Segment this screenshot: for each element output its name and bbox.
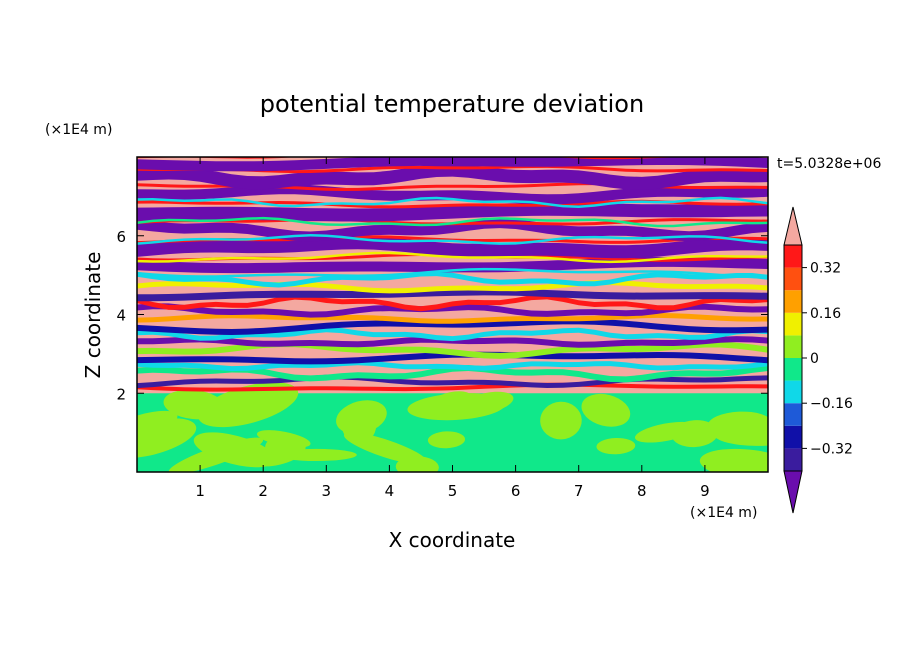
- colorbar-swatch: [784, 358, 802, 381]
- x-tick-label: 3: [322, 482, 332, 500]
- field-patch: [713, 419, 768, 446]
- field-patch: [198, 382, 299, 428]
- field-patch: [163, 389, 225, 420]
- chart-title: potential temperature deviation: [260, 90, 644, 118]
- field-band: [137, 202, 768, 222]
- field-band: [137, 196, 768, 208]
- colorbar-swatch: [784, 425, 802, 449]
- time-label: t=5.0328e+06: [777, 156, 881, 172]
- field-patch: [427, 431, 466, 449]
- x-tick-label: 4: [385, 482, 395, 500]
- colorbar: 0.32 0.16 0 −0.16 −0.32: [783, 206, 853, 514]
- x-tick-label: 8: [637, 482, 647, 500]
- field-band: [137, 267, 768, 279]
- x-tick-label: 5: [448, 482, 458, 500]
- field-band: [137, 236, 768, 259]
- x-tick-label: 2: [258, 482, 268, 500]
- colorbar-label: 0: [810, 351, 819, 367]
- field-patch: [424, 391, 474, 419]
- colorbar-swatch: [784, 290, 802, 313]
- field-band: [137, 336, 768, 348]
- field-patch: [581, 393, 631, 427]
- x-tick-label: 7: [574, 482, 584, 500]
- y-axis-title: Z coordinate: [81, 252, 105, 379]
- x-tick-label: 9: [700, 482, 710, 500]
- field-patch: [262, 450, 302, 467]
- colorbar-label: 0.32: [810, 261, 841, 277]
- colorbar-swatch: [784, 267, 802, 291]
- colorbar-swatch: [784, 335, 802, 358]
- y-tick-label: 2: [116, 385, 126, 403]
- field-band: [137, 303, 768, 318]
- y-tick-label: 4: [116, 307, 126, 325]
- colorbar-swatch: [784, 380, 802, 404]
- x-tick-label: 1: [195, 482, 205, 500]
- field-patch: [137, 418, 197, 459]
- colorbar-swatch: [784, 403, 802, 426]
- field-band: [137, 351, 768, 365]
- field-band: [137, 288, 768, 302]
- x-axis-unit: (×1E4 m): [690, 505, 757, 521]
- y-axis-unit: (×1E4 m): [45, 122, 112, 138]
- field-patch: [540, 401, 582, 440]
- x-axis-ticks: 1 2 3 4 5 6 7 8 9: [195, 157, 710, 500]
- field-patch: [596, 437, 636, 455]
- field-band: [137, 163, 768, 190]
- field-band: [137, 365, 768, 383]
- field-band: [137, 234, 768, 245]
- colorbar-over-arrow: [783, 206, 803, 246]
- field-band: [137, 327, 768, 342]
- field-patch: [343, 432, 427, 465]
- field-band: [137, 251, 768, 264]
- contour-field: [137, 157, 768, 472]
- field-patch: [257, 430, 311, 448]
- colorbar-swatch: [784, 312, 802, 336]
- field-patch: [634, 421, 698, 443]
- colorbar-under-arrow: [783, 470, 803, 514]
- field-band: [137, 318, 768, 335]
- field-band: [137, 157, 768, 172]
- y-tick-label: 6: [116, 228, 126, 246]
- colorbar-swatch: [784, 448, 802, 471]
- colorbar-label: −0.32: [810, 441, 853, 457]
- field-band: [137, 184, 768, 205]
- field-band: [137, 199, 768, 209]
- field-patch: [460, 391, 514, 415]
- field-band: [137, 382, 768, 392]
- x-axis-title: X coordinate: [389, 528, 516, 552]
- colorbar-label: −0.16: [810, 396, 853, 412]
- x-tick-label: 6: [511, 482, 521, 500]
- colorbar-label: 0.16: [810, 306, 841, 322]
- field-band: [137, 271, 768, 288]
- field-patch: [193, 432, 276, 468]
- colorbar-swatch: [784, 245, 802, 268]
- field-band: [137, 294, 768, 312]
- y-axis-ticks: 2 4 6: [116, 228, 768, 403]
- field-band: [137, 216, 768, 228]
- field-band: [137, 164, 768, 174]
- field-patch: [699, 448, 768, 472]
- field-band: [137, 235, 768, 245]
- field-patch: [336, 400, 387, 434]
